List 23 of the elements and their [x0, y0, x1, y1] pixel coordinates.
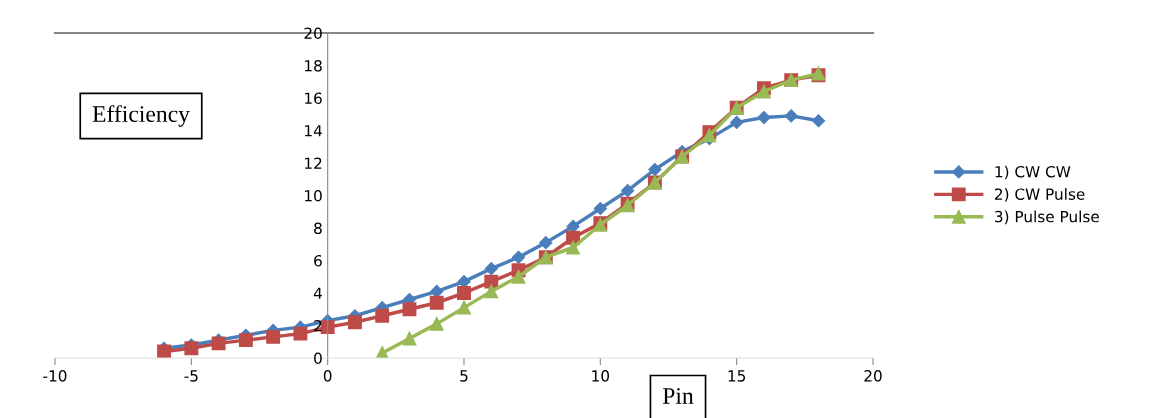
x-tick-label: -10: [43, 370, 67, 382]
y-tick-label: 4: [313, 287, 322, 299]
y-tick-label: 10: [305, 189, 322, 202]
x-tick-label: 5: [460, 370, 468, 382]
x-tick-label: 0: [323, 370, 332, 382]
y-tick-label: 16: [305, 92, 322, 105]
y-tick-label: 6: [314, 254, 322, 267]
y-tick-label: 20: [304, 27, 322, 40]
legend-label: 2) CW Pulse: [995, 188, 1085, 202]
y-tick-label: 12: [305, 157, 322, 169]
y-axis-title: Efficiency: [92, 105, 190, 127]
y-tick-label: 14: [305, 125, 322, 137]
legend-label: 1) CW CW: [995, 165, 1071, 180]
x-axis-title: Pin: [662, 388, 694, 404]
y-tick-label: 2: [314, 319, 322, 332]
x-tick-label: 10: [592, 370, 610, 382]
y-tick-label: 0: [314, 352, 322, 365]
x-tick-label: -5: [184, 370, 198, 382]
x-tick-label: 15: [728, 370, 746, 382]
legend-label: 3) Pulse Pulse: [995, 210, 1099, 225]
y-tick-label: 8: [314, 222, 322, 235]
y-tick-label: 18: [305, 59, 322, 72]
x-tick-label: 20: [864, 370, 882, 382]
